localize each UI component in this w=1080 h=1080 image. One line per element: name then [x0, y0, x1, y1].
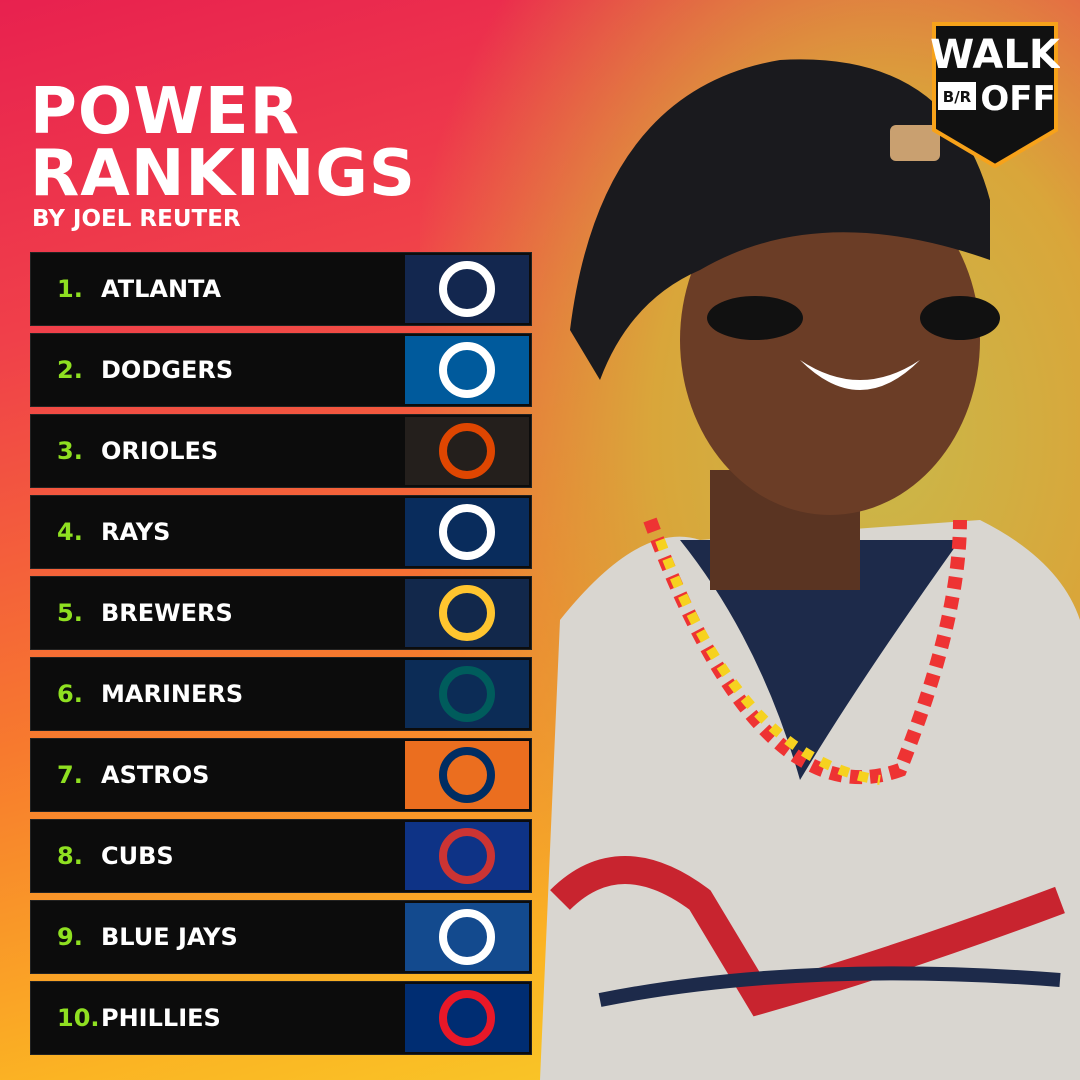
team-logo: [405, 336, 529, 404]
rank: 6.: [57, 680, 83, 708]
team-logo: [405, 417, 529, 485]
team-name: DODGERS: [101, 356, 234, 384]
team-logo: [405, 579, 529, 647]
ranking-row: 9. BLUE JAYS: [30, 900, 532, 974]
team-logo: [405, 498, 529, 566]
smile: [800, 360, 920, 390]
rank: 8.: [57, 842, 83, 870]
rank: 9.: [57, 923, 83, 951]
team-name: RAYS: [101, 518, 171, 546]
team-name: MARINERS: [101, 680, 244, 708]
ranking-row: 8. CUBS: [30, 819, 532, 893]
brand-badge-box: [938, 82, 976, 110]
logo-emblem: [439, 423, 495, 479]
face: [680, 165, 980, 515]
team-name: ASTROS: [101, 761, 210, 789]
ranking-row: 4. RAYS: [30, 495, 532, 569]
team-logo: [405, 741, 529, 809]
logo-emblem: [439, 261, 495, 317]
ranking-row: 6. MARINERS: [30, 657, 532, 731]
logo-emblem: [439, 909, 495, 965]
ranking-row: 1. ATLANTA: [30, 252, 532, 326]
ranking-row: 10. PHILLIES: [30, 981, 532, 1055]
necklace: [643, 517, 967, 785]
team-name: BLUE JAYS: [101, 923, 238, 951]
rank: 1.: [57, 275, 83, 303]
team-name: ATLANTA: [101, 275, 222, 303]
team-name: BREWERS: [101, 599, 233, 627]
undershirt: [680, 540, 960, 780]
byline: BY JOEL REUTER: [32, 206, 241, 232]
team-logo: [405, 822, 529, 890]
cap-badge: [890, 125, 940, 161]
eye-black: [707, 296, 803, 340]
logo-emblem: [439, 504, 495, 560]
rank: 4.: [57, 518, 83, 546]
ranking-row: 7. ASTROS: [30, 738, 532, 812]
logo-emblem: [439, 342, 495, 398]
brand-top: WALK: [930, 32, 1060, 78]
logo-emblem: [439, 666, 495, 722]
brand-logo: WALK B/R OFF: [930, 22, 1060, 169]
team-name: ORIOLES: [101, 437, 219, 465]
title-line: RANKINGS: [30, 137, 416, 211]
brand-shield: [932, 22, 1058, 169]
team-logo: [405, 984, 529, 1052]
jersey-tomahawk: [598, 966, 1061, 1007]
team-name: PHILLIES: [101, 1004, 221, 1032]
logo-emblem: [439, 990, 495, 1046]
ranking-row: 2. DODGERS: [30, 333, 532, 407]
team-logo: [405, 255, 529, 323]
eye-black: [920, 296, 1000, 340]
title-line: POWER: [30, 75, 300, 149]
team-name: CUBS: [101, 842, 174, 870]
jersey-script: [550, 856, 1065, 1017]
brand-bottom: OFF: [980, 79, 1055, 119]
logo-emblem: [439, 585, 495, 641]
logo-emblem: [439, 828, 495, 884]
logo-emblem: [439, 747, 495, 803]
brand-badge: B/R: [943, 88, 972, 106]
team-logo: [405, 903, 529, 971]
rank: 5.: [57, 599, 83, 627]
team-logo: [405, 660, 529, 728]
rank: 10.: [57, 1004, 100, 1032]
cap: [570, 59, 990, 380]
ranking-row: 3. ORIOLES: [30, 414, 532, 488]
rank: 7.: [57, 761, 83, 789]
ranking-row: 5. BREWERS: [30, 576, 532, 650]
rank: 2.: [57, 356, 83, 384]
rank: 3.: [57, 437, 83, 465]
necklace: [655, 538, 881, 785]
